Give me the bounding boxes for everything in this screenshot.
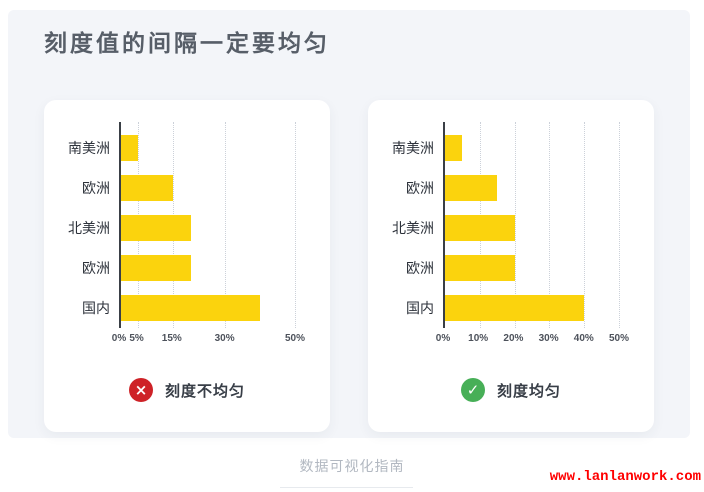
x-axis-ticks: 0% 10% 20% 30% 40% 50% — [436, 333, 629, 347]
bar-row: 欧洲 — [82, 255, 295, 281]
bar-row: 欧洲 — [406, 255, 619, 281]
x-tick-label: 50% — [284, 333, 306, 344]
bar-row: 欧洲 — [82, 175, 295, 201]
x-tick-label: 30% — [538, 333, 559, 344]
gridline — [619, 122, 620, 328]
category-label: 欧洲 — [82, 260, 110, 276]
category-label: 南美洲 — [392, 140, 434, 156]
bar — [121, 255, 191, 281]
category-label: 北美洲 — [68, 220, 110, 236]
cross-icon: × — [128, 378, 153, 402]
page-title: 刻度值的间隔一定要均匀 — [44, 30, 330, 56]
bar-chart-plot: 南美洲 欧洲 北美洲 欧洲 国内 — [392, 122, 620, 328]
bar-row: 南美洲 — [68, 135, 295, 161]
gridline — [584, 122, 586, 328]
bar — [445, 295, 585, 321]
bar — [445, 175, 498, 201]
caption-badge: ✓ 刻度均匀 — [368, 378, 654, 402]
bar — [445, 255, 515, 281]
chart-card-even-scale: 南美洲 欧洲 北美洲 欧洲 国内 0% 10% 20% 30% 40% 50% ✓ 刻度均匀 — [368, 100, 654, 432]
footer-caption: 数据可视化指南 — [299, 458, 405, 474]
gridline — [549, 122, 551, 328]
x-tick-label: 10% — [468, 333, 489, 344]
gridline — [225, 122, 227, 328]
x-tick-label: 20% — [503, 333, 524, 344]
bar-row: 国内 — [406, 295, 619, 321]
check-icon: ✓ — [460, 378, 485, 402]
bar-row: 北美洲 — [392, 215, 619, 241]
bar — [445, 135, 463, 161]
category-label: 欧洲 — [82, 180, 110, 196]
bar-row: 南美洲 — [392, 135, 619, 161]
x-tick-label: 40% — [573, 333, 594, 344]
gridline — [295, 122, 296, 328]
guideline-panel: 刻度值的间隔一定要均匀 南美洲 欧洲 北美洲 欧洲 国内 0% 5% 15% 30% 50% ×… — [8, 10, 690, 438]
bar-rows: 南美洲 欧洲 北美洲 欧洲 国内 — [68, 122, 295, 328]
category-label: 北美洲 — [392, 220, 434, 236]
bar-row: 欧洲 — [406, 175, 619, 201]
category-label: 欧洲 — [406, 180, 434, 196]
category-label: 国内 — [82, 300, 110, 316]
caption-label: 刻度均匀 — [496, 382, 561, 400]
bar-row: 国内 — [82, 295, 295, 321]
bar-chart-plot: 南美洲 欧洲 北美洲 欧洲 国内 — [68, 122, 296, 328]
x-tick-label: 5% — [129, 333, 144, 344]
bar — [445, 215, 515, 241]
bar-rows: 南美洲 欧洲 北美洲 欧洲 国内 — [392, 122, 619, 328]
category-label: 国内 — [406, 300, 434, 316]
x-axis-ticks: 0% 5% 15% 30% 50% — [112, 333, 305, 347]
watermark-link[interactable]: www.lanlanwork.com — [549, 469, 701, 485]
gridline — [514, 122, 516, 328]
bar — [121, 175, 174, 201]
caption-label: 刻度不均匀 — [164, 382, 245, 400]
x-tick-label: 0% — [435, 333, 451, 344]
x-tick-label: 30% — [214, 333, 235, 344]
bar — [121, 135, 139, 161]
caption-badge: × 刻度不均匀 — [44, 378, 330, 402]
bar — [121, 295, 261, 321]
category-label: 欧洲 — [406, 260, 434, 276]
x-tick-label: 50% — [608, 333, 630, 344]
bar — [121, 215, 191, 241]
category-label: 南美洲 — [68, 140, 110, 156]
x-tick-label: 15% — [161, 333, 182, 344]
bar-row: 北美洲 — [68, 215, 295, 241]
x-tick-label: 0% — [111, 333, 127, 344]
footer-divider — [280, 487, 413, 488]
chart-card-uneven-scale: 南美洲 欧洲 北美洲 欧洲 国内 0% 5% 15% 30% 50% × 刻度不均匀 — [44, 100, 330, 432]
